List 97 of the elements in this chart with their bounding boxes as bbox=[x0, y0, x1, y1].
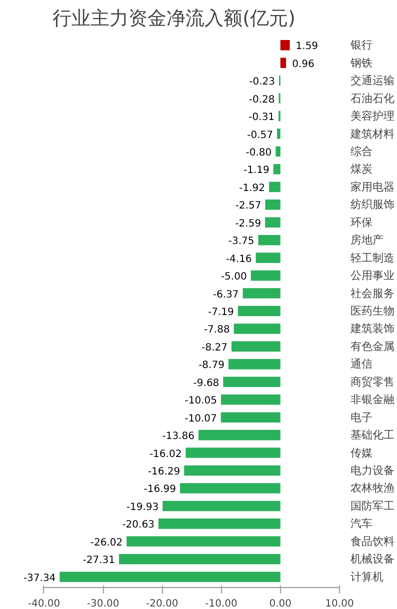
bar bbox=[277, 128, 280, 139]
x-tick-label: -10.00 bbox=[205, 598, 238, 609]
bar bbox=[126, 536, 280, 547]
bar bbox=[242, 288, 280, 298]
bar bbox=[186, 448, 280, 458]
bar bbox=[198, 430, 280, 440]
bar bbox=[162, 500, 280, 512]
y-tick-label: 环保 bbox=[350, 216, 372, 229]
y-tick-label: 有色金属 bbox=[350, 340, 394, 353]
bar bbox=[238, 306, 280, 316]
data-label: -7.19 bbox=[208, 307, 234, 318]
y-tick-label: 食品饮料 bbox=[350, 534, 394, 548]
y-tick-label: 社会服务 bbox=[350, 286, 394, 300]
data-label: -8.79 bbox=[198, 360, 224, 372]
data-label: -0.28 bbox=[248, 94, 275, 106]
data-label: -5.00 bbox=[220, 272, 247, 283]
data-label: -2.57 bbox=[235, 200, 262, 212]
bar bbox=[256, 252, 280, 263]
bar bbox=[223, 376, 280, 388]
y-tick-label: 电子 bbox=[350, 410, 372, 424]
data-label: 1.59 bbox=[296, 41, 318, 52]
y-tick-label: 纺织服饰 bbox=[350, 198, 394, 212]
data-label: -0.80 bbox=[246, 147, 272, 158]
data-label: -20.63 bbox=[122, 520, 154, 531]
bar bbox=[265, 200, 280, 210]
data-label: -1.92 bbox=[239, 182, 266, 194]
data-label: -4.16 bbox=[226, 254, 252, 265]
y-tick-label: 银行 bbox=[350, 38, 372, 52]
data-label: -2.59 bbox=[235, 218, 262, 230]
y-tick-label: 轻工制造 bbox=[350, 251, 394, 264]
bar bbox=[258, 234, 280, 246]
y-tick-label: 农林牧渔 bbox=[350, 482, 394, 495]
y-tick-label: 建筑装饰 bbox=[350, 322, 394, 336]
data-label: -26.02 bbox=[90, 537, 123, 548]
bar bbox=[280, 40, 290, 50]
bar bbox=[280, 58, 286, 68]
y-tick-label: 建筑材料 bbox=[350, 127, 394, 140]
bar bbox=[60, 572, 280, 582]
y-tick-label: 交通运输 bbox=[350, 74, 394, 88]
x-tick-label: -20.00 bbox=[146, 598, 178, 609]
x-tick-label: -40.00 bbox=[28, 598, 60, 609]
data-label: -8.27 bbox=[202, 342, 228, 354]
data-label: 0.96 bbox=[292, 58, 314, 70]
y-tick-label: 石油石化 bbox=[350, 92, 394, 105]
bar bbox=[276, 146, 280, 157]
data-label: -0.57 bbox=[247, 130, 274, 141]
bar bbox=[158, 518, 280, 529]
y-tick-label: 机械设备 bbox=[350, 552, 394, 566]
data-label: -13.86 bbox=[162, 431, 194, 442]
x-tick-label: -30.00 bbox=[86, 598, 120, 609]
x-tick-label: 0.00 bbox=[269, 598, 292, 609]
y-tick-label: 综合 bbox=[350, 144, 372, 158]
data-label: -1.19 bbox=[243, 165, 270, 176]
bar bbox=[250, 270, 280, 281]
bar bbox=[273, 164, 280, 174]
bar bbox=[220, 412, 280, 422]
bar bbox=[234, 324, 280, 334]
data-label: -6.37 bbox=[212, 289, 239, 300]
data-label: -16.99 bbox=[144, 484, 176, 496]
data-label: -16.29 bbox=[148, 466, 180, 478]
y-tick-label: 钢铁 bbox=[350, 56, 372, 70]
y-tick-label: 房地产 bbox=[350, 234, 384, 247]
data-label: -19.93 bbox=[126, 502, 159, 513]
data-label: -3.75 bbox=[228, 236, 254, 248]
bar bbox=[180, 483, 280, 494]
data-label: -27.31 bbox=[82, 555, 115, 566]
data-label: -16.02 bbox=[149, 448, 182, 460]
bar bbox=[220, 394, 280, 405]
y-tick-label: 非银金融 bbox=[350, 393, 394, 406]
bar bbox=[228, 359, 280, 370]
y-tick-label: 基础化工 bbox=[350, 428, 394, 442]
bar bbox=[118, 554, 280, 564]
data-label: -7.88 bbox=[204, 324, 230, 336]
y-tick-label: 家用电器 bbox=[350, 180, 394, 194]
y-tick-label: 煤炭 bbox=[350, 162, 372, 176]
data-label: -37.34 bbox=[23, 572, 56, 584]
data-label: -0.31 bbox=[248, 112, 275, 124]
y-tick-label: 计算机 bbox=[350, 570, 384, 584]
bar bbox=[232, 341, 280, 352]
y-tick-label: 通信 bbox=[350, 358, 372, 371]
data-label: -9.68 bbox=[193, 378, 220, 389]
data-label: -0.23 bbox=[249, 76, 276, 88]
y-tick-label: 公用事业 bbox=[350, 269, 394, 282]
chart-title: 行业主力资金净流入额(亿元) bbox=[52, 8, 296, 30]
y-tick-label: 传媒 bbox=[350, 446, 372, 460]
y-tick-label: 国防军工 bbox=[350, 499, 394, 512]
y-tick-label: 美容护理 bbox=[350, 110, 394, 123]
data-label: -10.05 bbox=[184, 396, 218, 407]
x-tick-label: 10.00 bbox=[325, 598, 354, 609]
y-tick-label: 医药生物 bbox=[350, 304, 394, 318]
bar bbox=[184, 465, 280, 476]
bar bbox=[269, 182, 280, 192]
y-tick-label: 汽车 bbox=[350, 517, 372, 530]
bar bbox=[265, 217, 280, 228]
y-tick-label: 电力设备 bbox=[350, 464, 394, 478]
data-label: -10.07 bbox=[184, 413, 217, 424]
y-tick-label: 商贸零售 bbox=[350, 375, 394, 388]
